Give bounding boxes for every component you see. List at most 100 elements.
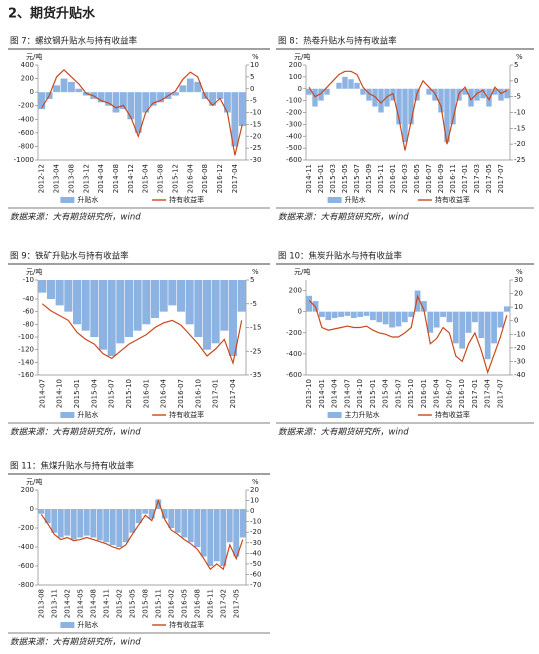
bar: [107, 280, 116, 356]
bar: [135, 509, 142, 524]
y2-unit: %: [252, 53, 259, 61]
legend-label: 升贴水: [345, 195, 366, 204]
x-tick-label: 2015-08: [157, 164, 165, 193]
y2-tick-label: 0: [250, 85, 254, 93]
bar: [112, 92, 120, 113]
line: [40, 498, 244, 571]
bar: [231, 92, 239, 147]
bar: [325, 311, 332, 321]
x-tick-label: 2015-04: [382, 378, 390, 408]
legend-label: 升贴水: [77, 195, 98, 204]
legend-swatch: [60, 622, 75, 628]
x-tick-label: 2014-04: [331, 378, 339, 408]
y2-tick-label: -40: [514, 371, 525, 379]
bar: [408, 311, 415, 317]
legend-label: 持有收益率: [435, 195, 470, 204]
bar: [497, 311, 504, 328]
x-tick-label: 2012-12: [38, 164, 46, 193]
bar: [492, 88, 498, 95]
bar: [226, 509, 233, 543]
y2-tick-label: 20: [250, 486, 259, 494]
bar: [426, 88, 432, 95]
bar: [220, 280, 229, 331]
bar: [68, 81, 75, 93]
x-tick-label: 2015-01: [369, 379, 377, 408]
x-tick-label: 2015-07: [353, 164, 361, 193]
bar: [142, 509, 149, 514]
bar: [378, 88, 384, 113]
chart-title: 图 9：铁矿升贴水与持有收益率: [10, 251, 129, 262]
y-tick-label: -100: [18, 333, 34, 341]
y-unit: 元/吨: [26, 477, 42, 486]
y-tick-label: 400: [21, 61, 34, 69]
x-tick-label: 2013-08: [67, 164, 75, 193]
x-tick-label: 2013-10: [305, 379, 313, 408]
bar: [459, 311, 466, 349]
bar: [433, 311, 440, 328]
bar: [478, 311, 485, 339]
y2-unit: %: [252, 478, 259, 486]
x-tick-label: 2016-07: [445, 379, 453, 408]
bar: [491, 311, 497, 344]
y2-tick-label: -50: [250, 560, 261, 568]
bar: [38, 92, 46, 110]
y-tick-label: -800: [18, 581, 34, 589]
x-tick-label: 2014-01: [318, 379, 326, 408]
y-tick-label: 0: [30, 505, 34, 513]
bar: [331, 311, 338, 318]
bar: [207, 509, 214, 566]
x-tick-label: 2017-07: [496, 379, 504, 408]
legend-label: 主力升贴水: [345, 410, 380, 419]
x-tick-label: 2017-01: [212, 379, 220, 408]
bar: [116, 280, 125, 344]
bar: [174, 509, 181, 533]
y2-tick-label: 5: [250, 276, 254, 284]
bar: [105, 92, 112, 106]
y2-tick-label: 0: [250, 507, 254, 515]
x-tick-label: 2017-05: [232, 589, 240, 618]
x-tick-label: 2016-01: [389, 164, 397, 193]
bar: [159, 280, 168, 312]
bar: [216, 92, 224, 99]
bar: [237, 280, 246, 312]
bar: [421, 301, 427, 312]
bar: [46, 280, 56, 299]
bar: [83, 509, 90, 536]
source-note: 数据来源：大有期货研究所，wind: [10, 637, 141, 648]
bar: [90, 280, 99, 337]
bar: [354, 82, 360, 89]
y2-tick-label: -35: [250, 371, 261, 379]
bar: [306, 295, 313, 312]
bar: [161, 509, 168, 519]
legend-label: 升贴水: [77, 410, 98, 419]
y2-unit: %: [516, 268, 523, 276]
bar: [176, 280, 186, 312]
bar: [462, 88, 468, 95]
chart-title: 图 7：螺纹钢升贴水与持有收益率: [10, 36, 138, 47]
bar: [38, 509, 45, 514]
bar: [342, 76, 348, 89]
bar: [484, 311, 491, 360]
y-tick-label: -80: [23, 320, 34, 328]
x-tick-label: 2014-08: [112, 164, 120, 193]
x-tick-label: 2016-02: [167, 589, 175, 618]
bar: [148, 509, 155, 519]
y-tick-label: -200: [18, 524, 34, 532]
bar: [200, 509, 207, 557]
x-tick-label: 2015-03: [329, 164, 337, 193]
bar: [213, 509, 220, 562]
bar: [98, 280, 108, 350]
y2-tick-label: 10: [514, 303, 523, 311]
bar: [468, 88, 474, 107]
x-tick-label: 2014-04: [97, 163, 105, 193]
y-tick-label: -1000: [14, 156, 34, 164]
legend-label: 持有收益率: [169, 410, 204, 419]
bar: [211, 280, 220, 344]
bar: [120, 92, 127, 110]
x-tick-label: 2016-07: [425, 164, 433, 193]
bar: [389, 311, 395, 328]
x-tick-label: 2017-07: [497, 164, 505, 193]
bar: [155, 499, 162, 509]
bar: [338, 311, 344, 317]
x-tick-label: 2013-04: [53, 163, 61, 193]
